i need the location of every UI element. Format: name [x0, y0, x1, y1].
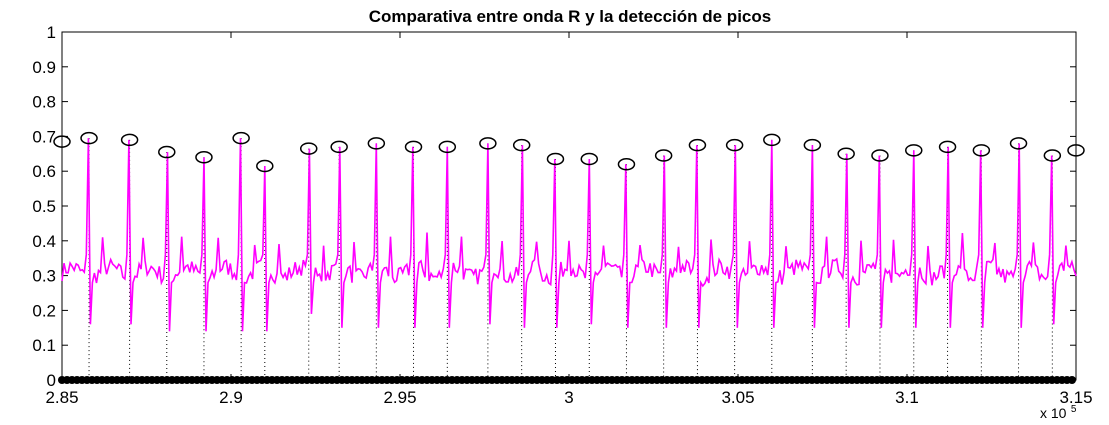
x-exponent-base: x 10	[1040, 405, 1067, 421]
peak-marker	[580, 152, 599, 166]
x-tick-label: 3.15	[1059, 388, 1092, 407]
x-axis: 2.85 2.9 2.95 3 3.05 3.1 3.15	[45, 32, 1093, 407]
peak-marker	[871, 149, 889, 162]
peak-marker	[256, 159, 274, 173]
y-tick-label: 0.6	[32, 162, 56, 181]
y-tick-label: 0.9	[32, 58, 56, 77]
peak-marker	[803, 138, 822, 152]
peak-marker	[53, 135, 71, 148]
signal-series	[61, 138, 1077, 332]
peak-marker	[438, 140, 457, 154]
y-tick-label: 0.8	[32, 93, 56, 112]
plot-area	[61, 31, 1077, 381]
peak-marker	[688, 138, 707, 152]
zero-marker	[1068, 376, 1076, 384]
peak-marker	[479, 137, 497, 150]
x-tick-label: 3.05	[721, 388, 754, 407]
y-tick-label: 0.7	[32, 127, 56, 146]
y-tick-label: 0.5	[32, 197, 56, 216]
y-axis: 0 0.1 0.2 0.3 0.4 0.5 0.6 0.7 0.8 0.9 1	[32, 23, 1076, 390]
x-tick-label: 2.95	[383, 388, 416, 407]
peak-marker	[512, 138, 531, 152]
peak-marker	[330, 140, 348, 154]
y-tick-label: 0	[47, 371, 56, 390]
x-tick-label: 3	[564, 388, 573, 407]
peak-markers	[53, 131, 1085, 173]
peak-marker	[763, 133, 781, 147]
x-tick-label: 2.9	[219, 388, 243, 407]
peak-marker	[972, 144, 991, 157]
x-tick-label: 2.85	[45, 388, 78, 407]
peak-marker	[1067, 144, 1085, 157]
y-tick-label: 0.2	[32, 301, 56, 320]
x-exponent-power: 5	[1071, 404, 1077, 415]
signal-line	[61, 138, 1077, 332]
peak-marker	[1043, 149, 1062, 162]
peak-marker	[725, 138, 744, 152]
peak-marker	[120, 133, 139, 147]
peak-stems	[58, 138, 1077, 384]
peak-marker	[905, 144, 923, 157]
peak-marker	[546, 152, 565, 166]
peak-marker	[617, 157, 636, 171]
x-tick-label: 3.1	[895, 388, 919, 407]
peak-marker	[195, 151, 213, 164]
peak-marker	[938, 140, 957, 154]
peak-marker	[367, 137, 386, 150]
y-tick-label: 0.4	[32, 232, 56, 251]
peak-marker	[232, 131, 250, 145]
y-tick-label: 1	[47, 23, 56, 42]
peak-marker	[299, 142, 318, 155]
chart-title: Comparativa entre onda R y la detección …	[369, 7, 771, 26]
y-tick-label: 0.3	[32, 267, 56, 286]
x-axis-exponent: x 10 5	[1040, 404, 1077, 422]
peak-marker	[158, 145, 176, 159]
peak-marker	[654, 149, 673, 162]
y-tick-label: 0.1	[32, 336, 56, 355]
peak-marker	[837, 147, 855, 161]
peak-marker	[80, 131, 98, 145]
peak-marker	[404, 140, 423, 154]
peak-marker	[1009, 137, 1028, 150]
